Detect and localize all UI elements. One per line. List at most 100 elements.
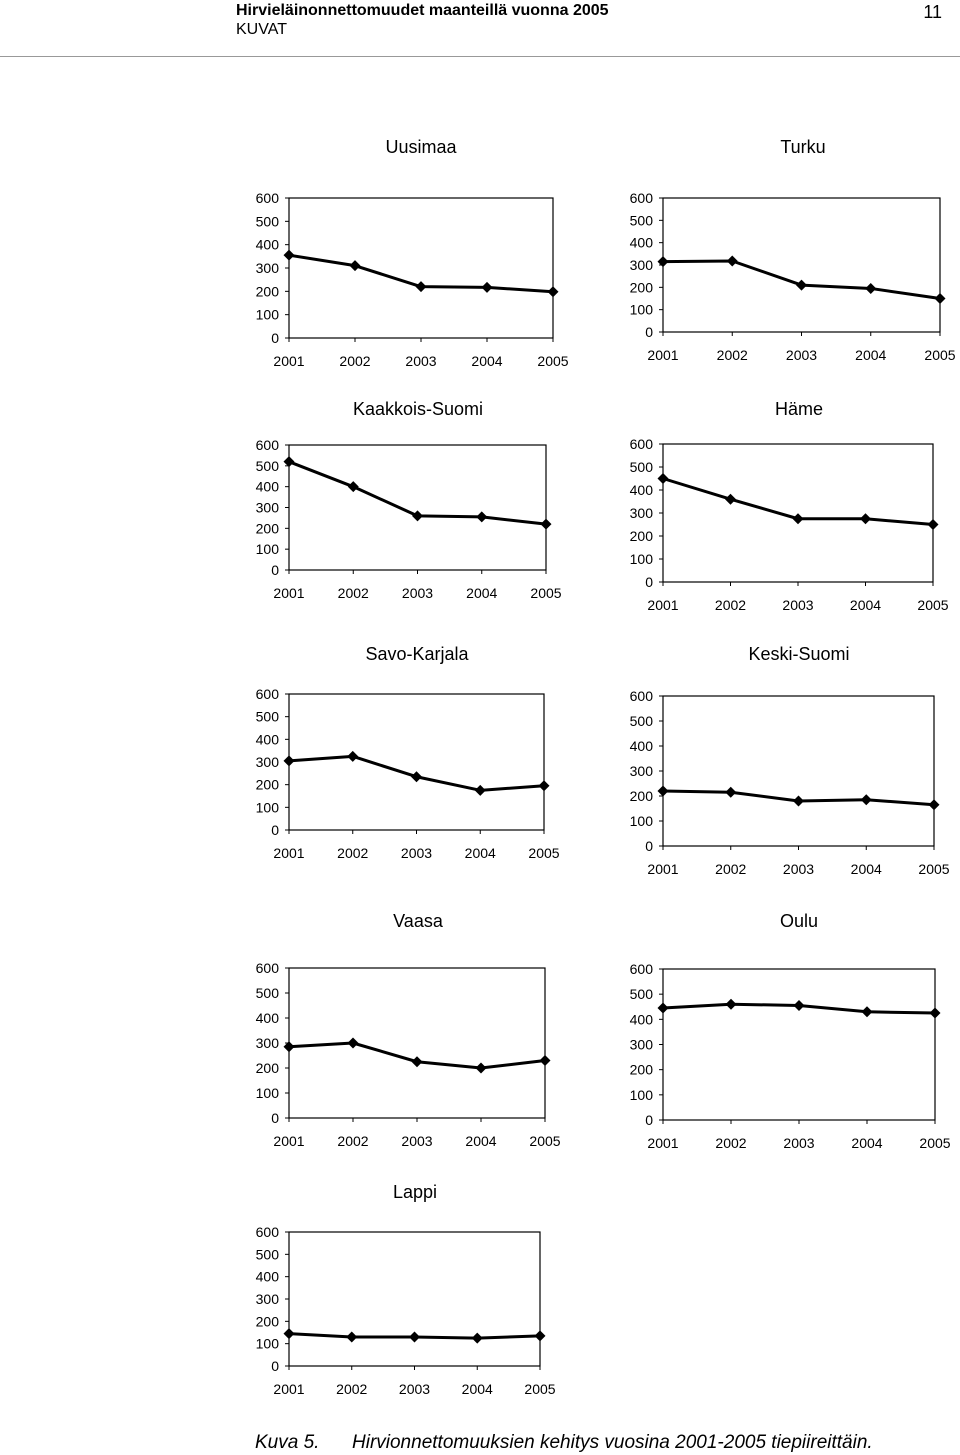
chart-3: Häme 600 500 400 300 200 100 0 2001 2002 2003 2004 2…: [630, 399, 949, 613]
y-tick-label: 200: [630, 279, 654, 295]
x-tick-label: 2001: [647, 861, 678, 877]
chart-title: Vaasa: [393, 911, 444, 931]
chart-title: Uusimaa: [385, 137, 457, 157]
x-tick-label: 2003: [405, 353, 436, 369]
chart-1: Turku 600 500 400 300 200 100 0 2001 2002 2003 2004…: [630, 137, 956, 363]
page-number: 11: [923, 2, 942, 22]
y-tick-label: 100: [630, 813, 654, 829]
y-tick-label: 400: [256, 237, 280, 253]
y-tick-label: 400: [630, 738, 654, 754]
data-point-marker: [283, 249, 295, 261]
data-point-marker: [725, 786, 737, 798]
data-point-marker: [860, 513, 871, 525]
y-tick-label: 200: [256, 520, 280, 536]
data-point-marker: [934, 293, 946, 304]
y-tick-label: 100: [256, 1085, 280, 1101]
plot-area: [662, 197, 941, 333]
data-point-marker: [726, 255, 738, 267]
plot-area: [288, 693, 545, 831]
x-tick-label: 2004: [466, 585, 497, 601]
data-point-marker: [538, 780, 550, 792]
plot-area: [662, 968, 936, 1121]
data-point-marker: [481, 281, 493, 293]
y-tick-label: 300: [630, 1037, 654, 1053]
x-tick-label: 2005: [537, 353, 568, 369]
x-tick-label: 2002: [339, 353, 370, 369]
y-tick-label: 0: [271, 1110, 279, 1126]
y-tick-label: 100: [630, 302, 654, 318]
data-point-marker: [539, 1055, 551, 1066]
y-tick-label: 500: [256, 458, 280, 474]
x-tick-label: 2004: [850, 597, 881, 613]
y-tick-label: 200: [256, 1313, 280, 1329]
y-tick-label: 200: [630, 528, 654, 544]
data-point-marker: [792, 513, 804, 525]
data-point-marker: [927, 519, 939, 530]
figure-caption-label: Kuva 5.: [255, 1432, 320, 1453]
plot-area: [288, 1231, 541, 1367]
x-tick-label: 2002: [715, 597, 746, 613]
data-point-marker: [474, 784, 486, 796]
data-point-marker: [409, 1331, 420, 1343]
figure-caption-text: Hirvionnettomuuksien kehitys vuosina 200…: [352, 1432, 873, 1453]
x-tick-label: 2001: [273, 1381, 304, 1397]
y-tick-label: 400: [256, 1269, 280, 1285]
y-tick-label: 600: [630, 961, 654, 977]
data-point-marker: [793, 795, 804, 807]
y-tick-label: 500: [256, 1246, 280, 1262]
x-tick-label: 2001: [273, 1133, 304, 1149]
y-tick-label: 300: [630, 257, 654, 273]
y-tick-label: 300: [256, 1291, 280, 1307]
data-point-marker: [471, 1332, 483, 1344]
data-point-marker: [534, 1330, 546, 1342]
y-tick-label: 200: [630, 788, 654, 804]
y-tick-label: 400: [630, 1011, 654, 1027]
chart-4: Savo-Karjala 600 500 400 300 200 100 0 2001 2002 2…: [256, 644, 560, 861]
x-tick-label: 2005: [524, 1381, 555, 1397]
y-tick-label: 600: [256, 190, 280, 206]
y-tick-label: 500: [256, 213, 280, 229]
x-tick-label: 2003: [782, 597, 813, 613]
y-tick-label: 0: [271, 822, 279, 838]
header-divider: [0, 56, 960, 57]
data-point-marker: [283, 1328, 295, 1340]
y-tick-label: 100: [630, 551, 654, 567]
x-tick-label: 2003: [786, 347, 817, 363]
chart-5: Keski-Suomi 600 500 400 300 200 100 0 2001 2002 20…: [630, 644, 950, 877]
y-tick-label: 200: [256, 777, 280, 793]
data-point-marker: [928, 799, 940, 811]
data-point-marker: [346, 1331, 358, 1343]
y-tick-label: 200: [256, 283, 280, 299]
data-point-marker: [796, 279, 807, 291]
data-point-marker: [283, 456, 295, 468]
chart-title: Turku: [780, 137, 825, 157]
x-tick-label: 2002: [717, 347, 748, 363]
data-point-marker: [657, 473, 669, 484]
y-tick-label: 600: [630, 436, 654, 452]
y-tick-label: 300: [630, 763, 654, 779]
x-tick-label: 2003: [783, 1135, 814, 1151]
data-point-marker: [865, 282, 877, 294]
y-tick-label: 500: [630, 713, 654, 729]
plot-area: [288, 197, 554, 339]
plot-area: [662, 695, 935, 847]
x-tick-label: 2003: [402, 585, 433, 601]
plot-area: [288, 444, 547, 571]
y-tick-label: 0: [271, 562, 279, 578]
y-tick-label: 300: [630, 505, 654, 521]
y-tick-label: 100: [256, 541, 280, 557]
x-tick-label: 2004: [465, 1133, 496, 1149]
y-tick-label: 0: [645, 324, 653, 340]
x-tick-label: 2002: [715, 861, 746, 877]
data-point-marker: [347, 481, 359, 493]
y-tick-label: 400: [630, 482, 654, 498]
chart-title: Oulu: [780, 911, 818, 931]
x-tick-label: 2004: [851, 861, 882, 877]
y-tick-label: 0: [645, 1112, 653, 1128]
x-tick-label: 2005: [918, 861, 949, 877]
y-tick-label: 500: [630, 459, 654, 475]
y-tick-label: 300: [256, 260, 280, 276]
y-tick-label: 600: [256, 1224, 280, 1240]
y-tick-label: 0: [271, 330, 279, 346]
